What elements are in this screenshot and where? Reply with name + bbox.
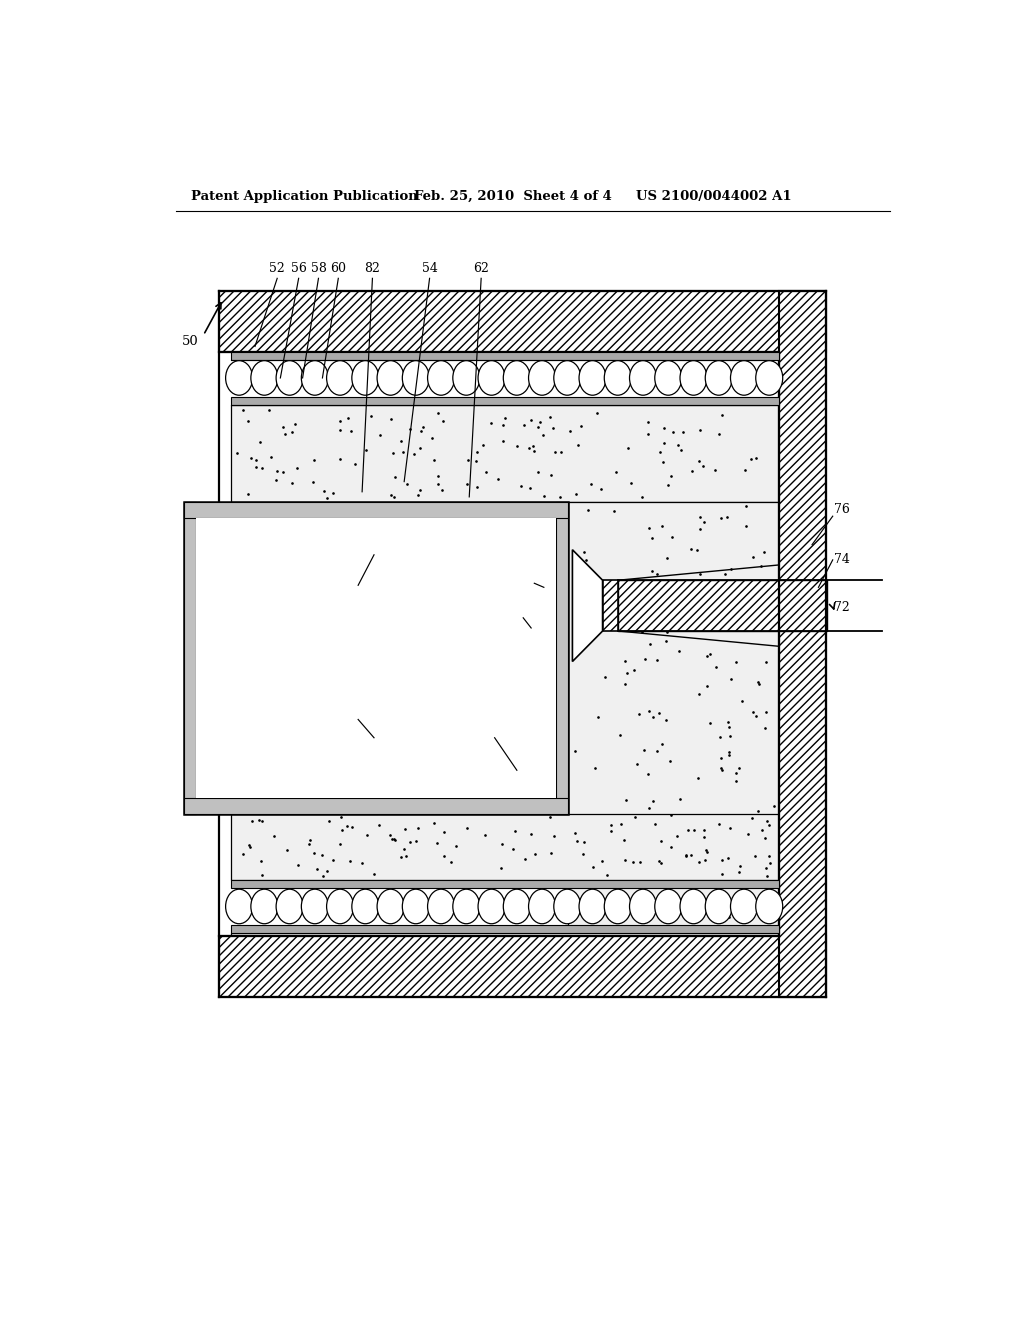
Circle shape bbox=[377, 890, 404, 924]
Text: Feb. 25, 2010  Sheet 4 of 4: Feb. 25, 2010 Sheet 4 of 4 bbox=[414, 190, 611, 202]
Bar bbox=[231, 880, 779, 888]
Circle shape bbox=[225, 360, 253, 395]
Circle shape bbox=[756, 890, 782, 924]
Text: 60: 60 bbox=[331, 261, 346, 275]
Circle shape bbox=[630, 360, 656, 395]
Bar bbox=[231, 351, 779, 359]
Bar bbox=[219, 936, 826, 997]
Circle shape bbox=[402, 360, 429, 395]
Polygon shape bbox=[572, 549, 602, 661]
Circle shape bbox=[327, 890, 353, 924]
Circle shape bbox=[504, 890, 530, 924]
Circle shape bbox=[352, 890, 379, 924]
Text: Patent Application Publication: Patent Application Publication bbox=[191, 190, 418, 202]
Circle shape bbox=[680, 360, 707, 395]
Circle shape bbox=[327, 360, 353, 395]
Circle shape bbox=[680, 890, 707, 924]
Bar bbox=[197, 519, 556, 797]
Circle shape bbox=[706, 360, 732, 395]
Circle shape bbox=[504, 360, 530, 395]
Bar bbox=[183, 502, 197, 814]
Text: 80: 80 bbox=[544, 587, 560, 599]
Text: 52: 52 bbox=[269, 261, 285, 275]
Text: 62: 62 bbox=[473, 261, 489, 275]
Text: 66: 66 bbox=[341, 589, 359, 602]
Circle shape bbox=[478, 360, 505, 395]
Circle shape bbox=[604, 890, 631, 924]
Bar bbox=[568, 502, 779, 936]
Bar bbox=[231, 397, 779, 405]
Circle shape bbox=[402, 890, 429, 924]
Circle shape bbox=[604, 360, 631, 395]
Circle shape bbox=[428, 360, 455, 395]
Circle shape bbox=[706, 890, 732, 924]
Circle shape bbox=[453, 890, 480, 924]
Text: 74: 74 bbox=[835, 553, 850, 566]
Circle shape bbox=[554, 890, 581, 924]
Bar bbox=[183, 797, 568, 814]
Text: 82: 82 bbox=[365, 261, 380, 275]
Text: 58: 58 bbox=[310, 261, 327, 275]
Bar bbox=[231, 933, 779, 936]
Circle shape bbox=[301, 890, 329, 924]
Text: 56: 56 bbox=[291, 261, 306, 275]
Circle shape bbox=[428, 890, 455, 924]
Circle shape bbox=[730, 890, 758, 924]
Circle shape bbox=[630, 890, 656, 924]
Bar bbox=[183, 502, 568, 814]
Bar bbox=[219, 290, 826, 351]
Circle shape bbox=[301, 360, 329, 395]
Bar bbox=[231, 814, 779, 880]
Circle shape bbox=[554, 360, 581, 395]
Circle shape bbox=[654, 360, 682, 395]
Circle shape bbox=[756, 360, 782, 395]
Text: 54: 54 bbox=[422, 261, 437, 275]
Text: 70: 70 bbox=[531, 630, 547, 643]
Circle shape bbox=[730, 360, 758, 395]
Bar bbox=[231, 925, 779, 933]
Circle shape bbox=[251, 360, 278, 395]
Text: 72: 72 bbox=[835, 601, 850, 614]
Circle shape bbox=[478, 890, 505, 924]
Circle shape bbox=[352, 360, 379, 395]
Text: FIG. 4: FIG. 4 bbox=[763, 312, 824, 330]
Text: US 2100/0044002 A1: US 2100/0044002 A1 bbox=[636, 190, 792, 202]
Circle shape bbox=[225, 890, 253, 924]
Circle shape bbox=[654, 890, 682, 924]
Bar bbox=[231, 405, 779, 502]
Text: 68: 68 bbox=[517, 772, 532, 785]
Bar bbox=[556, 502, 568, 814]
Text: 50: 50 bbox=[181, 335, 199, 348]
Circle shape bbox=[579, 890, 606, 924]
Circle shape bbox=[579, 360, 606, 395]
Circle shape bbox=[528, 890, 556, 924]
Circle shape bbox=[453, 360, 480, 395]
Text: 76: 76 bbox=[835, 503, 850, 516]
Bar bbox=[183, 502, 568, 519]
Bar bbox=[779, 290, 826, 997]
Circle shape bbox=[377, 360, 404, 395]
Circle shape bbox=[251, 890, 278, 924]
Bar bbox=[602, 581, 618, 631]
Text: 66: 66 bbox=[341, 721, 359, 735]
Circle shape bbox=[276, 890, 303, 924]
Circle shape bbox=[528, 360, 556, 395]
Circle shape bbox=[276, 360, 303, 395]
Bar bbox=[617, 581, 827, 631]
